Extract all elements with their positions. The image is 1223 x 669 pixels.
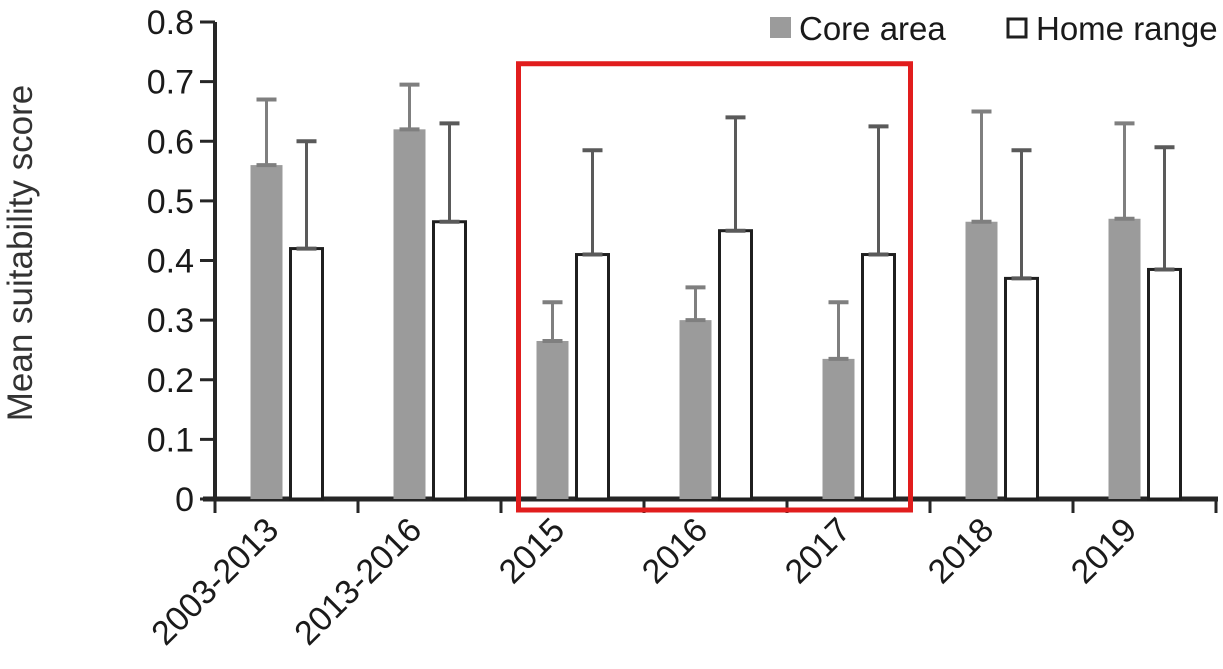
plot-area: 0 0.1 0.2 0.3 0.4 0.5 0.6 0.7 0.8 2003-2013 2013-2… — [144, 4, 1218, 653]
x-label-2016: 2016 — [635, 511, 715, 591]
x-label-2015: 2015 — [492, 511, 572, 591]
x-label-2019: 2019 — [1064, 511, 1144, 591]
bar-core-area-2017 — [822, 358, 855, 499]
bar-core-area-2018 — [965, 221, 998, 499]
bar-home-range-2019 — [1147, 267, 1182, 501]
bar-home-range-2013-2016 — [432, 220, 467, 501]
bar-home-range-2003-2013 — [289, 247, 324, 501]
y-tick-label-0.7: 0.7 — [147, 64, 194, 102]
bar-home-range-2016 — [718, 229, 753, 501]
x-label-2017: 2017 — [778, 511, 858, 591]
y-tick-label-0.4: 0.4 — [147, 243, 194, 281]
bar-core-area-2015 — [536, 340, 569, 499]
y-tick-label-0.1: 0.1 — [147, 421, 194, 459]
bar-core-area-2003-2013 — [250, 165, 283, 499]
y-tick-label-0.6: 0.6 — [147, 123, 194, 161]
legend-label-core-area: Core area — [799, 10, 946, 47]
highlight-rect-2015-2017 — [516, 61, 913, 513]
y-tick-label-0.3: 0.3 — [147, 302, 194, 340]
legend-label-home-range: Home range — [1036, 10, 1218, 47]
bar-core-area-2016 — [679, 320, 712, 499]
y-tick-label-0.5: 0.5 — [147, 183, 194, 221]
y-axis-title: Mean suitability score — [1, 85, 40, 422]
home-range-swatch — [1006, 17, 1028, 39]
y-tick-label-0.8: 0.8 — [147, 4, 194, 42]
y-tick-label-0.2: 0.2 — [147, 362, 194, 400]
bar-home-range-2017 — [861, 253, 896, 501]
y-tick-label-0: 0 — [175, 481, 194, 519]
bar-home-range-2018 — [1004, 276, 1039, 501]
bar-core-area-2019 — [1108, 218, 1141, 499]
x-label-2003-2013: 2003-2013 — [144, 511, 286, 653]
x-label-2018: 2018 — [921, 511, 1001, 591]
legend: Core area Home range — [770, 10, 1218, 47]
bar-core-area-2013-2016 — [393, 129, 426, 499]
core-area-swatch — [770, 17, 791, 38]
bar-home-range-2015 — [575, 253, 610, 501]
x-label-2013-2016: 2013-2016 — [287, 511, 429, 653]
